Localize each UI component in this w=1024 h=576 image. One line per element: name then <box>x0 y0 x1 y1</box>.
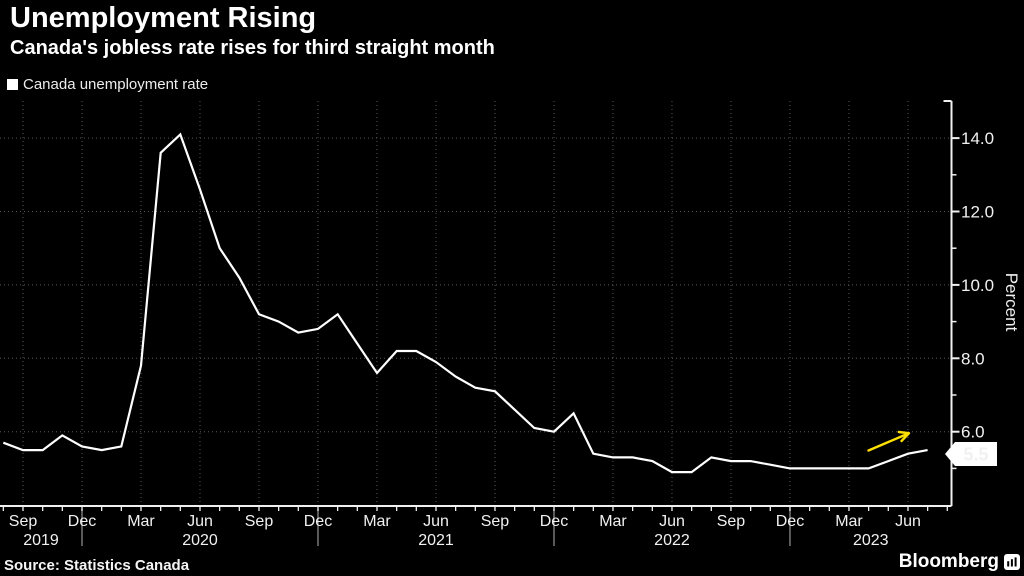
y-tick-label: 14.0 <box>961 129 994 148</box>
x-tick-label: Mar <box>599 513 627 530</box>
x-year-label: 2022 <box>654 532 690 549</box>
bloomberg-name: Bloomberg <box>898 551 999 572</box>
unemployment-line <box>2 132 928 474</box>
x-year-label: 2021 <box>418 532 454 549</box>
axis-labels: 6.0 8.0 10.0 12.0 14.0 Sep Dec Mar Jun Sep Dec Mar J… <box>9 129 1021 549</box>
source-credit: Source: Statistics Canada <box>4 557 190 574</box>
last-value-label: 5.5 <box>963 445 988 465</box>
y-tick-label: 8.0 <box>961 349 985 368</box>
bloomberg-wordmark: Bloomberg <box>899 551 1020 573</box>
x-tick-label: Mar <box>835 513 863 530</box>
x-year-label: 2019 <box>23 532 59 549</box>
x-tick-label: Mar <box>363 513 391 530</box>
axes <box>0 100 960 546</box>
x-tick-label: Jun <box>187 513 213 530</box>
x-tick-label: Sep <box>9 513 38 530</box>
x-tick-label: Sep <box>481 513 510 530</box>
y-tick-label: 10.0 <box>961 276 994 295</box>
legend: Canada unemployment rate <box>7 76 208 93</box>
legend-square-icon <box>7 79 18 90</box>
bloomberg-logo-icon <box>1004 554 1020 570</box>
chart-title: Unemployment Rising <box>10 2 317 34</box>
x-tick-label: Mar <box>127 513 155 530</box>
x-tick-label: Jun <box>659 513 685 530</box>
last-value-tag: 5.5 <box>945 442 997 466</box>
x-tick-label: Jun <box>895 513 921 530</box>
x-tick-label: Dec <box>776 513 804 530</box>
x-tick-label: Sep <box>245 513 274 530</box>
x-tick-label: Dec <box>304 513 332 530</box>
trend-arrow-icon <box>867 430 911 452</box>
legend-label: Canada unemployment rate <box>23 76 209 93</box>
x-tick-label: Sep <box>717 513 746 530</box>
chart-subtitle: Canada's jobless rate rises for third st… <box>10 37 495 59</box>
x-year-label: 2023 <box>853 532 889 549</box>
y-tick-label: 6.0 <box>961 423 985 442</box>
x-tick-label: Dec <box>68 513 96 530</box>
y-axis-title: Percent <box>1002 273 1021 332</box>
x-tick-label: Dec <box>540 513 568 530</box>
gridlines <box>0 101 951 506</box>
y-tick-label: 12.0 <box>961 203 994 222</box>
x-tick-label: Jun <box>423 513 449 530</box>
x-year-label: 2020 <box>182 532 218 549</box>
